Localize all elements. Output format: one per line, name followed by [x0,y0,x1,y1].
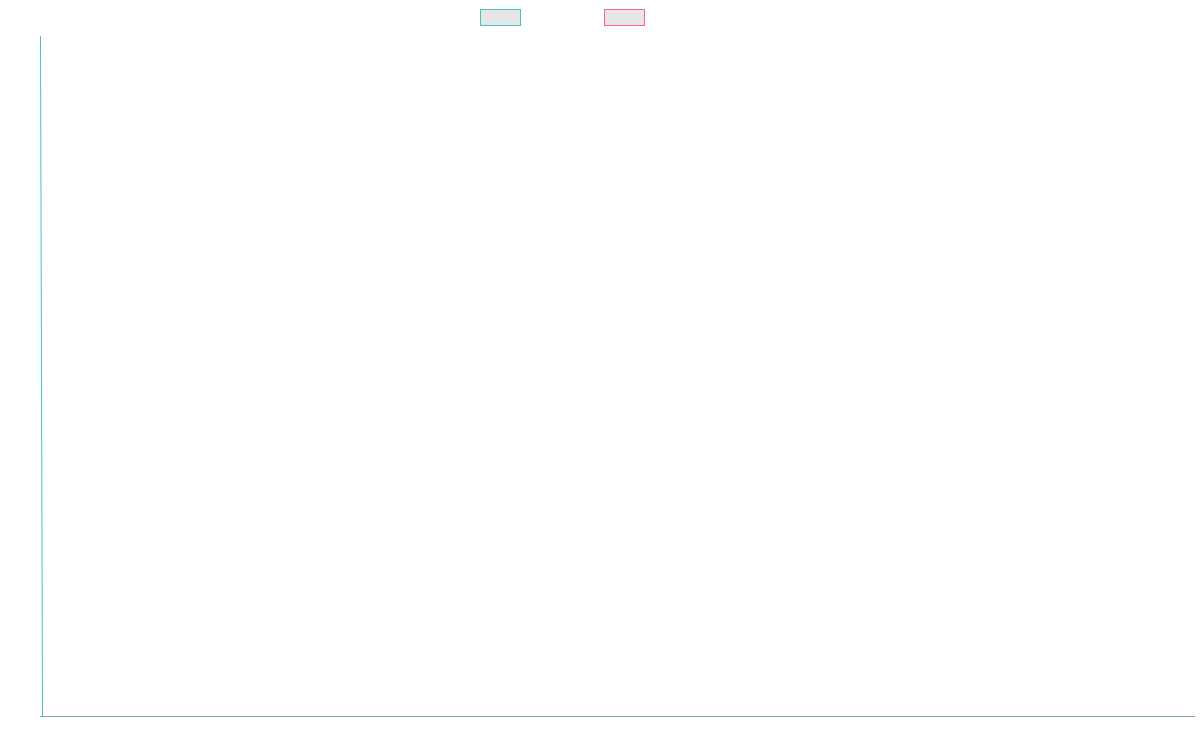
legend-item-1[interactable] [480,9,521,26]
legend [480,9,645,26]
legend-swatch-2 [604,9,645,26]
plot-area [40,35,1195,717]
legend-item-2[interactable] [604,9,645,26]
legend-swatch-1 [480,9,521,26]
y-axis-line [40,35,43,717]
